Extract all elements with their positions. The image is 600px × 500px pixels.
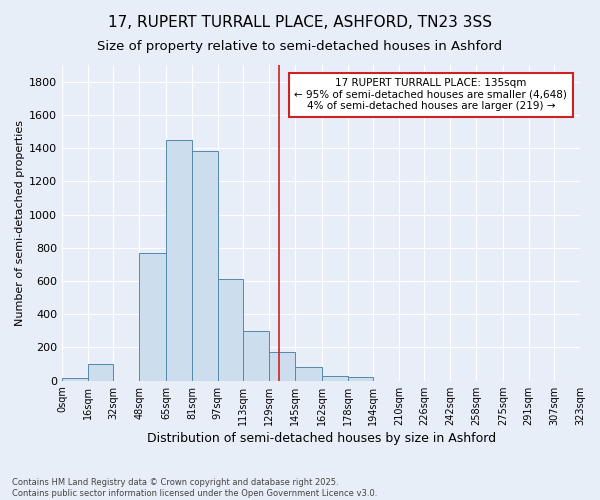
Text: Contains HM Land Registry data © Crown copyright and database right 2025.
Contai: Contains HM Land Registry data © Crown c…	[12, 478, 377, 498]
Bar	[166, 140, 192, 380]
Bar	[322, 376, 347, 380]
Text: Size of property relative to semi-detached houses in Ashford: Size of property relative to semi-detach…	[97, 40, 503, 53]
Y-axis label: Number of semi-detached properties: Number of semi-detached properties	[15, 120, 25, 326]
Bar	[62, 378, 88, 380]
Bar	[269, 352, 295, 380]
Bar	[295, 366, 322, 380]
Bar	[244, 331, 269, 380]
X-axis label: Distribution of semi-detached houses by size in Ashford: Distribution of semi-detached houses by …	[146, 432, 496, 445]
Bar	[218, 280, 244, 380]
Text: 17, RUPERT TURRALL PLACE, ASHFORD, TN23 3SS: 17, RUPERT TURRALL PLACE, ASHFORD, TN23 …	[108, 15, 492, 30]
Bar	[139, 253, 166, 380]
Text: 17 RUPERT TURRALL PLACE: 135sqm
← 95% of semi-detached houses are smaller (4,648: 17 RUPERT TURRALL PLACE: 135sqm ← 95% of…	[295, 78, 568, 112]
Bar	[88, 364, 113, 380]
Bar	[347, 378, 373, 380]
Bar	[192, 152, 218, 380]
